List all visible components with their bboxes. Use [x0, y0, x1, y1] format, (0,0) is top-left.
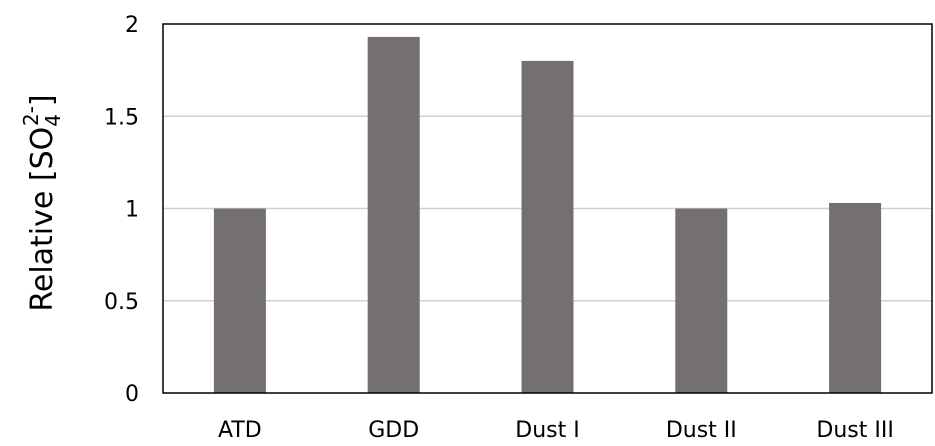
x-tick-label: Dust I [515, 418, 579, 443]
bar-dust-i [521, 60, 574, 394]
y-axis-title-superscript: 2- [19, 106, 43, 126]
y-tick-label: 1 [125, 198, 139, 223]
x-tick-label: GDD [368, 418, 419, 443]
y-tick-label: 0.5 [104, 290, 139, 315]
x-tick-label: ATD [218, 418, 262, 443]
bar-atd [213, 208, 266, 393]
y-axis-title-suffix: ] [25, 94, 60, 106]
bars [213, 36, 882, 394]
y-tick-label: 2 [125, 13, 139, 38]
y-axis-title-subscript: 4 [41, 114, 65, 127]
y-tick-label: 0 [125, 382, 139, 407]
y-tick-label: 1.5 [104, 105, 139, 130]
x-tick-label: Dust III [816, 418, 893, 443]
bar-gdd [367, 36, 420, 393]
y-tick-labels: 0 0.5 1 1.5 2 [104, 13, 139, 407]
y-axis-title: Relative [SO42-] [19, 94, 65, 311]
y-axis-title-prefix: Relative [SO [25, 127, 60, 312]
bar-dust-ii [675, 208, 728, 393]
plot-frame [162, 23, 933, 394]
x-tick-labels: ATD GDD Dust I Dust II Dust III [218, 418, 894, 443]
bar-dust-iii [829, 202, 882, 393]
x-tick-label: Dust II [666, 418, 737, 443]
